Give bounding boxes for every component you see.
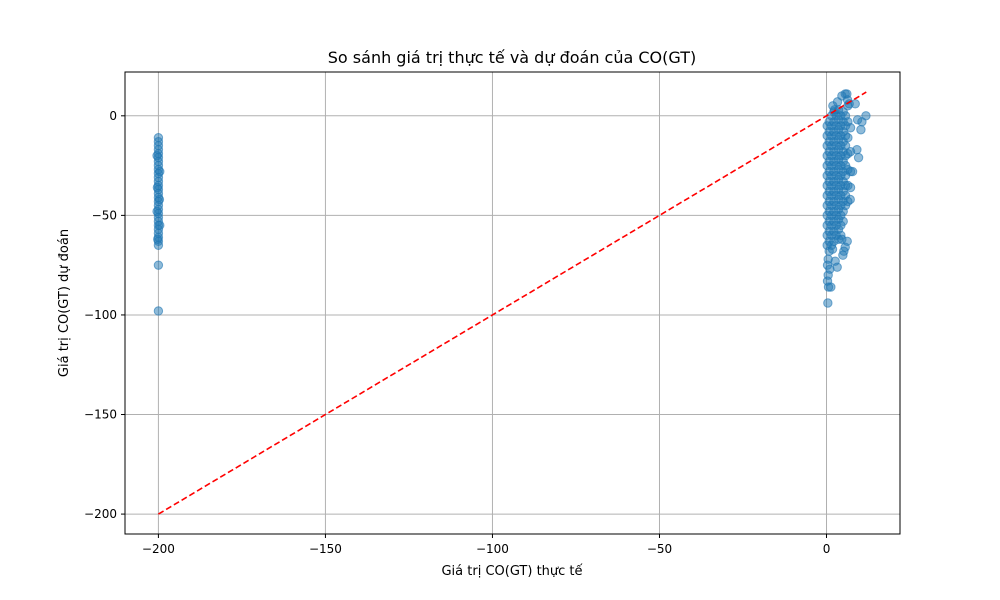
x-tick-label: −100 <box>476 542 509 556</box>
data-point <box>832 262 842 272</box>
data-point <box>823 298 833 308</box>
data-point <box>852 144 862 155</box>
data-point <box>152 182 163 193</box>
y-tick-label: −50 <box>92 208 117 222</box>
data-point <box>155 166 165 177</box>
data-point <box>845 123 856 133</box>
data-point <box>838 250 848 260</box>
y-tick-label: −200 <box>84 507 117 521</box>
data-point <box>153 260 164 270</box>
data-point <box>155 220 165 231</box>
x-tick-label: −200 <box>142 542 175 556</box>
data-points <box>152 89 871 316</box>
plot-area-frame <box>124 71 901 535</box>
axis-ticks: −200 −150 −100 −50 0 0 −50 −100 −150 −200 <box>84 109 830 556</box>
y-tick-label: 0 <box>109 109 117 123</box>
data-point <box>838 216 848 227</box>
data-point <box>843 133 853 143</box>
data-point <box>153 306 164 316</box>
data-point <box>842 236 852 246</box>
data-point <box>827 244 838 254</box>
data-point <box>850 99 860 109</box>
data-point <box>826 282 836 292</box>
data-point <box>847 166 858 177</box>
data-point <box>154 194 165 205</box>
y-tick-label: −150 <box>84 408 117 422</box>
data-point <box>152 206 162 217</box>
data-point <box>845 182 856 193</box>
data-point <box>152 150 162 161</box>
data-point <box>857 117 867 127</box>
data-point <box>153 234 163 244</box>
data-point <box>845 194 855 205</box>
x-tick-label: −150 <box>309 542 342 556</box>
chart-title: So sánh giá trị thực tế và dự đoán của C… <box>328 48 696 67</box>
x-tick-label: −50 <box>647 542 672 556</box>
y-tick-label: −100 <box>84 308 117 322</box>
reference-line-layer <box>157 91 867 515</box>
x-tick-label: 0 <box>823 542 831 556</box>
data-point <box>853 152 864 163</box>
reference-line <box>157 91 867 515</box>
x-axis-label: Giá trị CO(GT) thực tế <box>441 564 582 579</box>
y-axis-label: Giá trị CO(GT) dự đoán <box>57 229 72 377</box>
data-point <box>856 125 866 135</box>
